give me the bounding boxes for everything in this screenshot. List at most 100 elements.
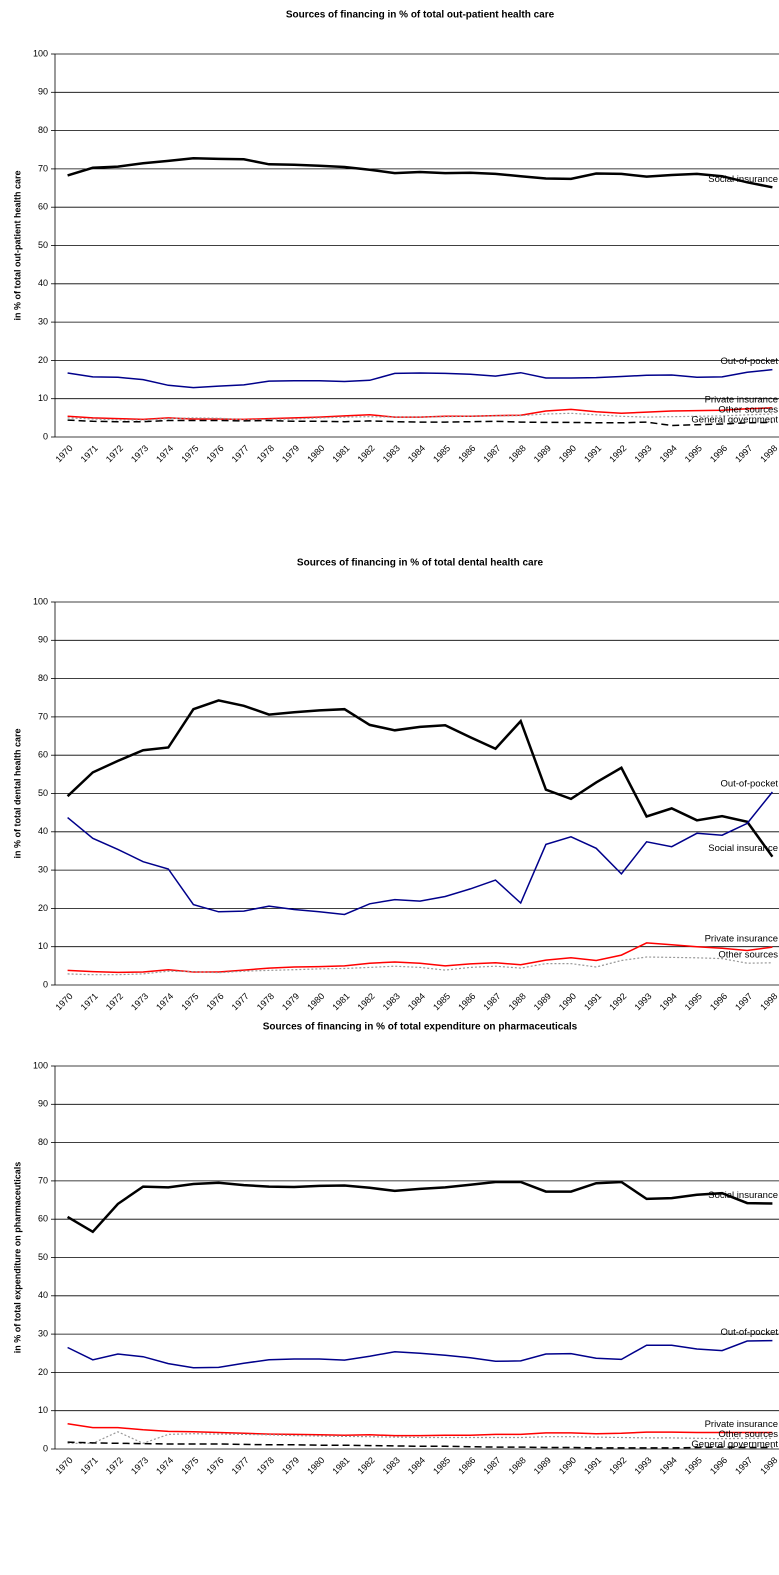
x-tick-label: 1991	[582, 991, 603, 1012]
x-tick-label: 1987	[481, 1455, 502, 1476]
series-label: General government	[691, 414, 778, 425]
y-tick-label: 100	[33, 596, 48, 606]
x-tick-label: 1974	[154, 443, 175, 464]
x-tick-label: 1979	[280, 1455, 301, 1476]
series-line	[67, 791, 773, 916]
x-tick-label: 1986	[456, 443, 477, 464]
series-label: Other sources	[718, 1429, 778, 1440]
x-tick-label: 1973	[129, 443, 150, 464]
y-tick-label: 90	[38, 1099, 48, 1109]
y-axis-label: in % of total out-patient health care	[12, 170, 22, 320]
x-tick-label: 1993	[632, 443, 653, 464]
y-tick-label: 40	[38, 278, 48, 288]
y-tick-label: 10	[38, 941, 48, 951]
x-tick-label: 1974	[154, 991, 175, 1012]
series-label: Social insurance	[708, 843, 778, 854]
x-tick-label: 1996	[708, 1455, 729, 1476]
chart-title: Sources of financing in % of total denta…	[297, 558, 544, 569]
x-tick-label: 1995	[683, 991, 704, 1012]
x-tick-label: 1998	[758, 1455, 779, 1476]
y-tick-label: 20	[38, 1367, 48, 1377]
x-tick-label: 1972	[104, 991, 125, 1012]
x-tick-label: 1978	[255, 991, 276, 1012]
series-line	[66, 699, 774, 858]
y-tick-label: 90	[38, 635, 48, 645]
x-tick-label: 1990	[557, 443, 578, 464]
x-tick-label: 1976	[204, 1455, 225, 1476]
x-tick-label: 1977	[230, 991, 251, 1012]
series-line	[67, 1441, 773, 1449]
x-tick-label: 1974	[154, 1455, 175, 1476]
x-tick-label: 1971	[79, 443, 100, 464]
x-tick-label: 1997	[733, 991, 754, 1012]
x-tick-label: 1981	[330, 443, 351, 464]
x-tick-label: 1996	[708, 991, 729, 1012]
x-tick-label: 1995	[683, 443, 704, 464]
x-tick-label: 1983	[381, 991, 402, 1012]
y-axis-label: in % of total expenditure on pharmaceuti…	[12, 1162, 22, 1354]
x-tick-label: 1985	[431, 1455, 452, 1476]
y-tick-label: 20	[38, 903, 48, 913]
x-tick-label: 1982	[356, 1455, 377, 1476]
x-tick-label: 1986	[456, 1455, 477, 1476]
series-label: Out-of-pocket	[720, 356, 778, 367]
x-tick-label: 1984	[406, 991, 427, 1012]
x-tick-label: 1993	[632, 1455, 653, 1476]
x-tick-label: 1970	[53, 1455, 74, 1476]
series-label: Social insurance	[708, 174, 778, 185]
series-label: Other sources	[718, 404, 778, 415]
series-line	[67, 1431, 773, 1444]
x-tick-label: 1971	[79, 1455, 100, 1476]
y-tick-label: 100	[33, 48, 48, 58]
x-tick-label: 1977	[230, 1455, 251, 1476]
x-tick-label: 1972	[104, 1455, 125, 1476]
x-tick-label: 1983	[381, 443, 402, 464]
x-tick-label: 1990	[557, 1455, 578, 1476]
series-label: Private insurance	[705, 934, 778, 945]
x-tick-label: 1975	[179, 443, 200, 464]
x-tick-label: 1978	[255, 1455, 276, 1476]
series-label: Private insurance	[705, 394, 778, 405]
y-tick-label: 20	[38, 355, 48, 365]
x-tick-label: 1979	[280, 443, 301, 464]
series-line	[67, 1339, 773, 1369]
series-label: General government	[691, 1439, 778, 1450]
x-tick-label: 1984	[406, 443, 427, 464]
x-tick-label: 1973	[129, 1455, 150, 1476]
x-tick-label: 1991	[582, 1455, 603, 1476]
x-tick-label: 1995	[683, 1455, 704, 1476]
x-tick-label: 1976	[204, 991, 225, 1012]
y-tick-label: 50	[38, 1252, 48, 1262]
y-tick-label: 0	[43, 979, 48, 989]
y-tick-label: 50	[38, 240, 48, 250]
series-line	[66, 1180, 773, 1234]
y-tick-label: 80	[38, 125, 48, 135]
x-tick-label: 1989	[532, 443, 553, 464]
x-tick-label: 1994	[658, 991, 679, 1012]
series-line	[67, 412, 773, 421]
x-tick-label: 1979	[280, 991, 301, 1012]
x-tick-label: 1994	[658, 443, 679, 464]
x-tick-label: 1991	[582, 443, 603, 464]
y-tick-label: 10	[38, 1405, 48, 1415]
series-label: Out-of-pocket	[720, 1327, 778, 1338]
x-tick-label: 1978	[255, 443, 276, 464]
x-tick-label: 1998	[758, 443, 779, 464]
x-tick-label: 1980	[305, 1455, 326, 1476]
x-tick-label: 1997	[733, 1455, 754, 1476]
x-tick-label: 1992	[607, 991, 628, 1012]
y-tick-label: 30	[38, 1328, 48, 1338]
y-tick-label: 60	[38, 202, 48, 212]
chart-title: Sources of financing in % of total expen…	[263, 1022, 578, 1033]
x-tick-label: 1983	[381, 1455, 402, 1476]
x-tick-label: 1985	[431, 991, 452, 1012]
x-tick-label: 1992	[607, 443, 628, 464]
series-label: Private insurance	[705, 1419, 778, 1430]
x-tick-label: 1987	[481, 443, 502, 464]
x-tick-label: 1997	[733, 443, 754, 464]
y-tick-label: 0	[43, 1443, 48, 1453]
x-tick-label: 1998	[758, 991, 779, 1012]
x-tick-label: 1986	[456, 991, 477, 1012]
